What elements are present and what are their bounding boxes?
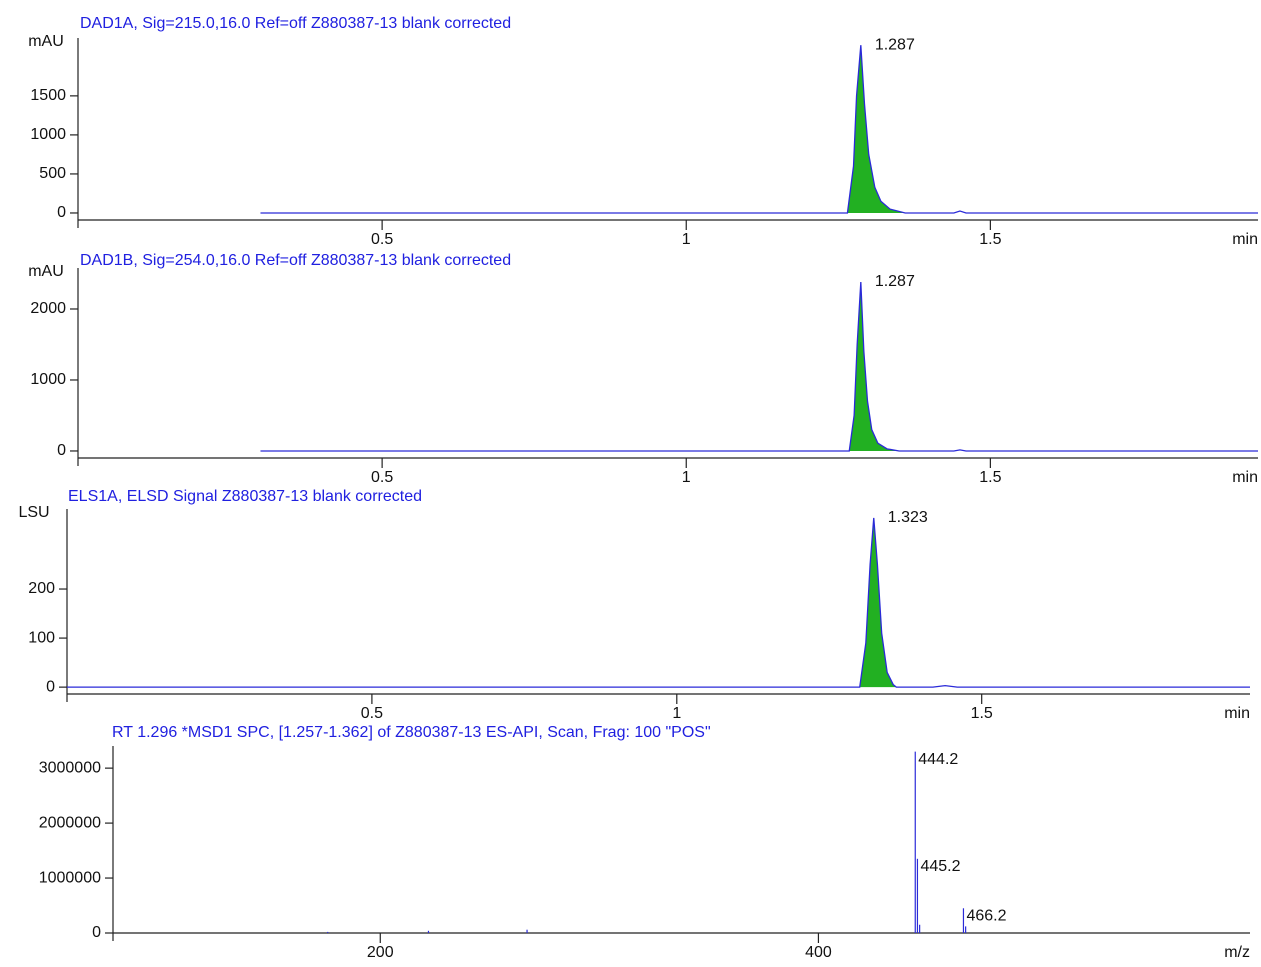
y-tick-label: 3000000 — [39, 759, 101, 776]
x-tick-label: 1 — [682, 231, 691, 248]
y-axis-label: LSU — [18, 504, 49, 521]
y-tick-label: 1000 — [30, 126, 66, 143]
x-tick-label: 400 — [805, 944, 832, 961]
x-tick-label: 1.5 — [979, 469, 1001, 486]
panel-title: RT 1.296 *MSD1 SPC, [1.257-1.362] of Z88… — [112, 724, 711, 741]
peak-label: 445.2 — [920, 858, 960, 875]
peak-label: 466.2 — [966, 907, 1006, 924]
peak-label: 1.323 — [888, 509, 928, 526]
panel-title: DAD1B, Sig=254.0,16.0 Ref=off Z880387-13… — [80, 252, 511, 269]
x-tick-label: 0.5 — [371, 231, 393, 248]
x-tick-label: 1.5 — [971, 705, 993, 722]
y-axis-label: mAU — [28, 33, 64, 50]
peak-label: 1.287 — [875, 36, 915, 53]
chromatogram-report: DAD1A, Sig=215.0,16.0 Ref=off Z880387-13… — [0, 0, 1261, 962]
signal-trace — [260, 45, 1258, 213]
integrated-peak — [847, 45, 905, 213]
y-tick-label: 100 — [28, 629, 55, 646]
y-tick-label: 2000 — [30, 300, 66, 317]
y-tick-label: 500 — [39, 165, 66, 182]
x-axis-label: m/z — [1224, 944, 1250, 961]
peak-label: 444.2 — [918, 751, 958, 768]
y-tick-label: 1500 — [30, 87, 66, 104]
x-tick-label: 1 — [682, 469, 691, 486]
x-tick-label: 1.5 — [979, 231, 1001, 248]
peak-label: 1.287 — [875, 273, 915, 290]
y-tick-label: 200 — [28, 580, 55, 597]
x-tick-label: 200 — [367, 944, 394, 961]
x-axis-label: min — [1232, 469, 1258, 486]
y-axis-label: mAU — [28, 263, 64, 280]
x-tick-label: 0.5 — [371, 469, 393, 486]
y-tick-label: 0 — [57, 442, 66, 459]
x-tick-label: 0.5 — [361, 705, 383, 722]
integrated-peak — [860, 518, 897, 687]
x-axis-label: min — [1224, 705, 1250, 722]
x-tick-label: 1 — [672, 705, 681, 722]
panel-title: DAD1A, Sig=215.0,16.0 Ref=off Z880387-13… — [80, 15, 511, 32]
y-tick-label: 0 — [92, 924, 101, 941]
y-tick-label: 0 — [57, 204, 66, 221]
panel-title: ELS1A, ELSD Signal Z880387-13 blank corr… — [68, 488, 422, 505]
integrated-peak — [847, 282, 899, 451]
y-tick-label: 1000 — [30, 371, 66, 388]
signal-trace — [260, 282, 1258, 451]
y-tick-label: 2000000 — [39, 814, 101, 831]
x-axis-label: min — [1232, 231, 1258, 248]
y-tick-label: 0 — [46, 678, 55, 695]
y-tick-label: 1000000 — [39, 869, 101, 886]
signal-trace — [67, 518, 1250, 687]
